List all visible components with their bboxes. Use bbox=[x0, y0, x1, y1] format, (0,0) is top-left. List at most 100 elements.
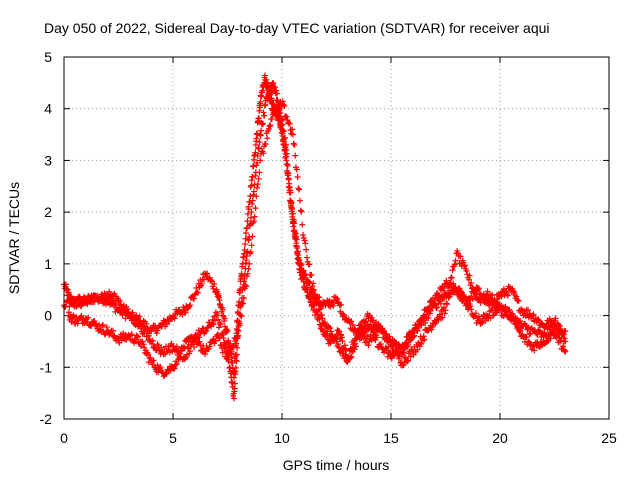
trace-marker bbox=[425, 314, 432, 321]
trace-marker bbox=[293, 243, 300, 250]
trace-marker bbox=[249, 200, 256, 207]
trace-marker bbox=[443, 300, 450, 307]
trace-marker bbox=[328, 328, 335, 335]
trace-marker bbox=[468, 280, 475, 287]
trace-marker bbox=[289, 210, 296, 217]
trace-marker bbox=[204, 324, 211, 331]
trace-marker bbox=[187, 348, 194, 355]
data-point bbox=[235, 328, 242, 335]
trace-marker bbox=[256, 107, 263, 114]
trace-marker bbox=[405, 357, 412, 364]
trace-marker bbox=[252, 149, 259, 156]
data-point bbox=[562, 338, 569, 345]
trace-marker bbox=[103, 324, 110, 331]
trace-marker bbox=[448, 274, 455, 281]
trace-marker bbox=[247, 192, 254, 199]
trace-marker bbox=[155, 342, 162, 349]
trace-marker bbox=[244, 210, 251, 217]
trace-marker bbox=[347, 354, 354, 361]
trace-marker bbox=[288, 199, 295, 206]
trace-marker bbox=[85, 314, 92, 321]
trace-marker bbox=[110, 327, 117, 334]
trace-marker bbox=[315, 301, 322, 308]
trace-marker bbox=[478, 319, 485, 326]
trace-marker bbox=[250, 218, 257, 225]
trace-marker bbox=[370, 325, 377, 332]
trace-marker bbox=[264, 135, 271, 142]
trace-marker bbox=[230, 343, 237, 350]
trace-marker bbox=[365, 342, 372, 349]
trace-marker bbox=[530, 311, 537, 318]
trace-marker bbox=[262, 141, 269, 148]
trace-marker bbox=[341, 312, 348, 319]
data-point bbox=[562, 328, 569, 335]
trace-marker bbox=[291, 141, 298, 148]
trace-marker bbox=[342, 352, 349, 359]
trace-marker bbox=[279, 121, 286, 128]
trace-marker bbox=[426, 310, 433, 317]
trace-marker bbox=[511, 289, 518, 296]
trace-marker bbox=[157, 364, 164, 371]
trace-marker bbox=[308, 272, 315, 279]
trace-marker bbox=[321, 319, 328, 326]
trace-marker bbox=[266, 123, 273, 130]
trace-marker bbox=[206, 343, 213, 350]
trace-marker bbox=[556, 338, 563, 345]
trace-marker bbox=[233, 336, 240, 343]
trace-marker bbox=[319, 315, 326, 322]
trace-marker bbox=[466, 272, 473, 279]
trace-marker bbox=[561, 347, 568, 354]
trace-marker bbox=[268, 115, 275, 122]
trace-marker bbox=[143, 320, 150, 327]
trace-marker bbox=[134, 334, 141, 341]
data-point bbox=[529, 312, 536, 319]
trace-marker bbox=[231, 380, 238, 387]
trace-marker bbox=[244, 270, 251, 277]
trace-marker bbox=[197, 342, 204, 349]
trace-marker bbox=[300, 278, 307, 285]
trace-marker bbox=[525, 307, 532, 314]
trace-marker bbox=[134, 333, 141, 340]
trace-marker bbox=[327, 325, 334, 332]
trace-marker bbox=[510, 287, 517, 294]
trace-marker bbox=[167, 367, 174, 374]
trace-marker bbox=[233, 335, 240, 342]
y-tick-label: 3 bbox=[44, 152, 52, 168]
trace-marker bbox=[84, 301, 91, 308]
trace-marker bbox=[404, 358, 411, 365]
trace-marker bbox=[247, 220, 254, 227]
trace-marker bbox=[74, 299, 81, 306]
trace-marker bbox=[427, 307, 434, 314]
trace-marker bbox=[387, 338, 394, 345]
y-tick-label: 0 bbox=[44, 308, 52, 324]
trace-marker bbox=[429, 324, 436, 331]
trace-marker bbox=[177, 350, 184, 357]
trace-marker bbox=[309, 283, 316, 290]
trace-marker bbox=[359, 331, 366, 338]
x-tick-label: 0 bbox=[60, 430, 68, 446]
trace-marker bbox=[254, 184, 261, 191]
trace-marker bbox=[310, 287, 317, 294]
trace-marker bbox=[81, 320, 88, 327]
trace-marker bbox=[310, 280, 317, 287]
trace-marker bbox=[203, 328, 210, 335]
trace-marker bbox=[182, 355, 189, 362]
trace-marker bbox=[370, 329, 377, 336]
trace-marker bbox=[283, 150, 290, 157]
trace-marker bbox=[461, 262, 468, 269]
trace-marker bbox=[363, 318, 370, 325]
data-point bbox=[442, 307, 449, 314]
trace-marker bbox=[410, 329, 417, 336]
trace-marker bbox=[247, 249, 254, 256]
trace-marker bbox=[498, 293, 505, 300]
trace-marker bbox=[147, 354, 154, 361]
trace-marker bbox=[272, 84, 279, 91]
trace-marker bbox=[335, 341, 342, 348]
trace-marker bbox=[258, 127, 265, 134]
trace-marker bbox=[484, 288, 491, 295]
trace-marker bbox=[314, 300, 321, 307]
trace-marker bbox=[215, 316, 222, 323]
trace-marker bbox=[253, 193, 260, 200]
trace-marker bbox=[196, 338, 203, 345]
